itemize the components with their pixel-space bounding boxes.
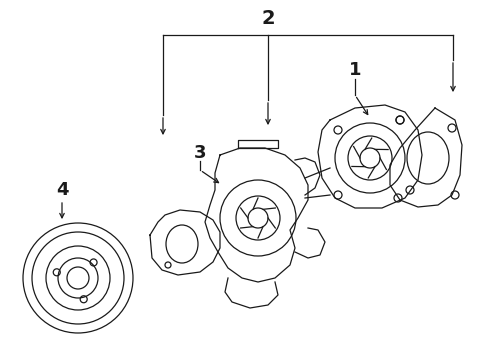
Text: 1: 1 xyxy=(349,61,361,79)
Text: 2: 2 xyxy=(261,9,275,27)
Text: 3: 3 xyxy=(194,144,206,162)
Text: 4: 4 xyxy=(56,181,68,199)
